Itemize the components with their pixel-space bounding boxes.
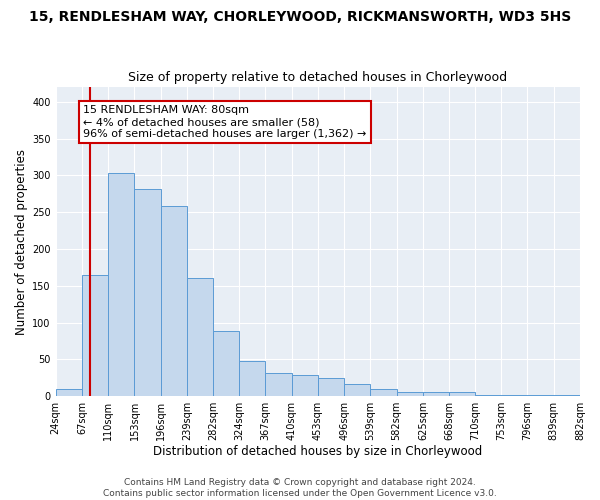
Bar bbox=[134, 188, 161, 396]
Bar bbox=[161, 206, 187, 396]
Bar bbox=[265, 374, 292, 396]
Bar bbox=[397, 392, 423, 396]
Bar bbox=[214, 332, 239, 396]
Bar bbox=[56, 388, 82, 396]
Bar bbox=[239, 361, 265, 396]
Y-axis label: Number of detached properties: Number of detached properties bbox=[15, 148, 28, 334]
Bar bbox=[318, 378, 344, 396]
Title: Size of property relative to detached houses in Chorleywood: Size of property relative to detached ho… bbox=[128, 72, 508, 85]
Text: Contains HM Land Registry data © Crown copyright and database right 2024.
Contai: Contains HM Land Registry data © Crown c… bbox=[103, 478, 497, 498]
Bar bbox=[292, 375, 318, 396]
Bar bbox=[449, 392, 475, 396]
Bar bbox=[370, 390, 397, 396]
Bar bbox=[475, 394, 501, 396]
Bar bbox=[423, 392, 449, 396]
Text: 15, RENDLESHAM WAY, CHORLEYWOOD, RICKMANSWORTH, WD3 5HS: 15, RENDLESHAM WAY, CHORLEYWOOD, RICKMAN… bbox=[29, 10, 571, 24]
Text: 15 RENDLESHAM WAY: 80sqm
← 4% of detached houses are smaller (58)
96% of semi-de: 15 RENDLESHAM WAY: 80sqm ← 4% of detache… bbox=[83, 106, 367, 138]
Bar bbox=[501, 394, 527, 396]
X-axis label: Distribution of detached houses by size in Chorleywood: Distribution of detached houses by size … bbox=[153, 444, 482, 458]
Bar bbox=[82, 274, 108, 396]
Bar bbox=[187, 278, 214, 396]
Bar bbox=[344, 384, 370, 396]
Bar bbox=[108, 173, 134, 396]
